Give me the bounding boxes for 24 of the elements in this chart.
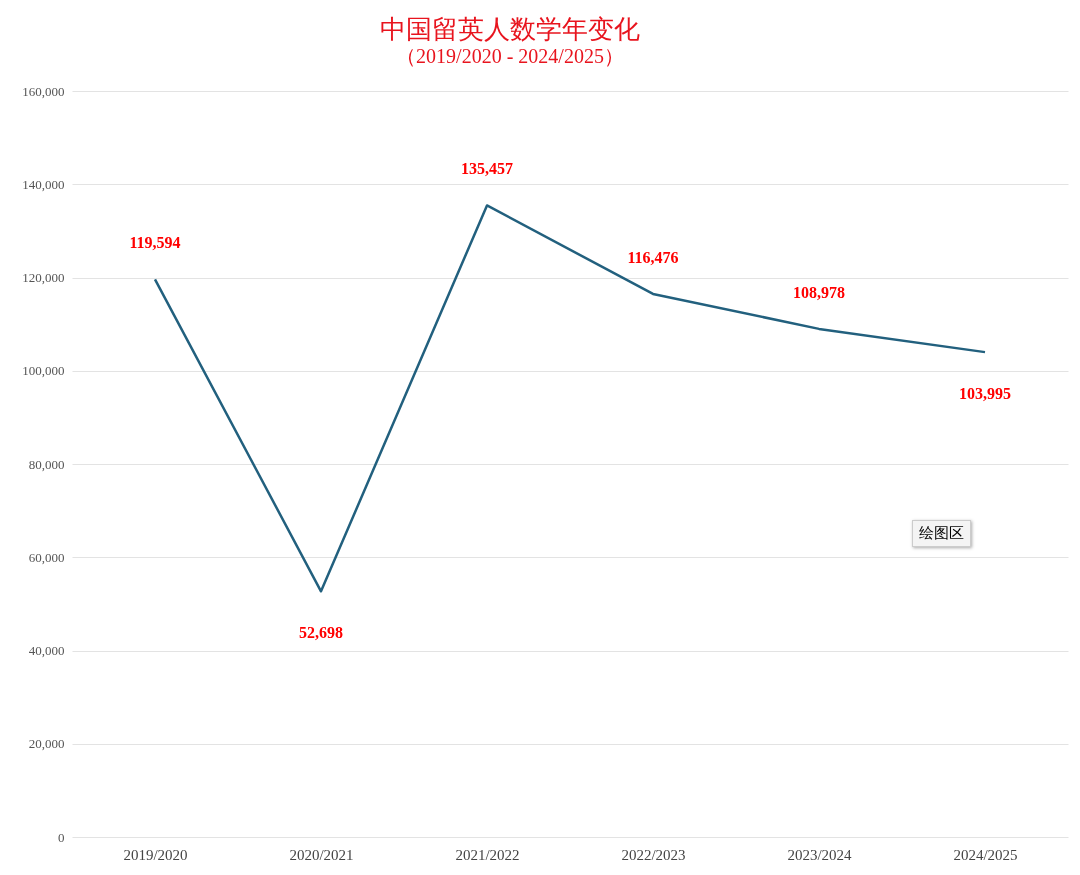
y-tick-label: 80,000 xyxy=(28,456,65,472)
data-label: 135,457 xyxy=(461,160,513,178)
y-tick-label: 0 xyxy=(58,829,65,845)
chart-title: 中国留英人数学年变化 xyxy=(380,14,640,44)
data-label: 52,698 xyxy=(299,624,343,642)
x-tick-label: 2020/2021 xyxy=(289,846,354,863)
x-tick-label: 2019/2020 xyxy=(123,846,188,863)
x-tick-label: 2024/2025 xyxy=(953,846,1018,863)
y-tick-label: 100,000 xyxy=(22,363,65,379)
chart-subtitle: （2019/2020 - 2024/2025） xyxy=(396,45,624,67)
x-tick-label: 2022/2023 xyxy=(621,846,686,863)
tooltip-box: 绘图区 xyxy=(912,520,971,547)
y-tick-label: 140,000 xyxy=(22,176,65,192)
data-label: 108,978 xyxy=(793,283,845,301)
x-tick-label: 2021/2022 xyxy=(455,846,520,863)
data-label: 103,995 xyxy=(959,385,1011,403)
y-tick-label: 20,000 xyxy=(28,736,65,752)
y-tick-label: 160,000 xyxy=(22,83,65,99)
data-label: 116,476 xyxy=(627,248,679,266)
y-tick-label: 60,000 xyxy=(28,549,65,565)
data-label: 119,594 xyxy=(129,234,181,252)
x-tick-label: 2023/2024 xyxy=(787,846,853,863)
y-tick-label: 40,000 xyxy=(28,643,65,658)
y-tick-label: 120,000 xyxy=(22,270,65,285)
